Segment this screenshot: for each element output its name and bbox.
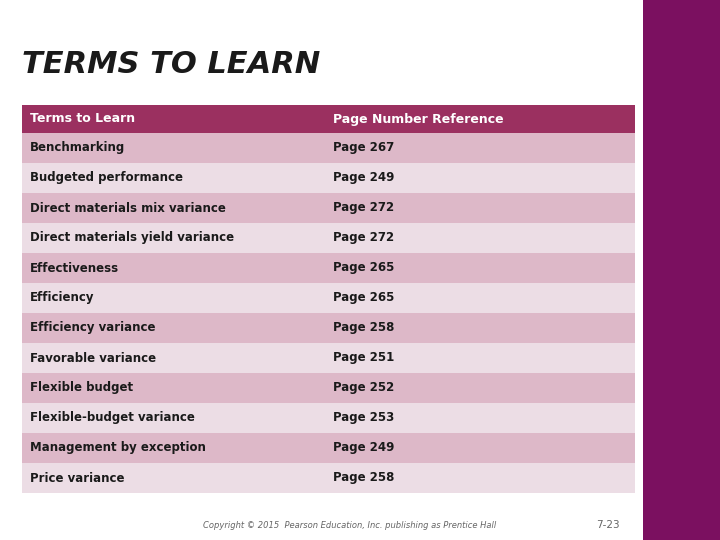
Text: TERMS TO LEARN: TERMS TO LEARN bbox=[22, 50, 320, 79]
Text: Effectiveness: Effectiveness bbox=[30, 261, 119, 274]
Text: Page 253: Page 253 bbox=[333, 411, 395, 424]
Text: Efficiency variance: Efficiency variance bbox=[30, 321, 156, 334]
Bar bbox=[22, 403, 635, 433]
Bar bbox=[22, 313, 635, 343]
Text: Copyright © 2015  Pearson Education, Inc. publishing as Prentice Hall: Copyright © 2015 Pearson Education, Inc.… bbox=[203, 521, 497, 530]
Text: 7-23: 7-23 bbox=[596, 520, 620, 530]
Bar bbox=[22, 373, 635, 403]
Text: Terms to Learn: Terms to Learn bbox=[30, 112, 135, 125]
Text: Direct materials yield variance: Direct materials yield variance bbox=[30, 232, 234, 245]
Bar bbox=[22, 105, 635, 133]
Bar bbox=[22, 433, 635, 463]
Text: Page 272: Page 272 bbox=[333, 232, 394, 245]
Text: Page 251: Page 251 bbox=[333, 352, 395, 365]
Text: Page 252: Page 252 bbox=[333, 381, 395, 395]
Bar bbox=[22, 193, 635, 223]
Bar bbox=[643, 0, 720, 540]
Text: Page 265: Page 265 bbox=[333, 261, 395, 274]
Bar bbox=[22, 283, 635, 313]
Text: Price variance: Price variance bbox=[30, 471, 125, 484]
Text: Page Number Reference: Page Number Reference bbox=[333, 112, 503, 125]
Text: Favorable variance: Favorable variance bbox=[30, 352, 156, 365]
Text: Efficiency: Efficiency bbox=[30, 292, 94, 305]
Text: Page 267: Page 267 bbox=[333, 141, 395, 154]
Text: Page 272: Page 272 bbox=[333, 201, 394, 214]
Text: Page 258: Page 258 bbox=[333, 471, 395, 484]
Bar bbox=[22, 163, 635, 193]
Bar bbox=[22, 463, 635, 493]
Text: Page 265: Page 265 bbox=[333, 292, 395, 305]
Text: Page 249: Page 249 bbox=[333, 442, 395, 455]
Bar bbox=[22, 253, 635, 283]
Text: Page 249: Page 249 bbox=[333, 172, 395, 185]
Text: Benchmarking: Benchmarking bbox=[30, 141, 125, 154]
Bar bbox=[22, 133, 635, 163]
Text: Direct materials mix variance: Direct materials mix variance bbox=[30, 201, 226, 214]
Text: Flexible budget: Flexible budget bbox=[30, 381, 133, 395]
Text: Management by exception: Management by exception bbox=[30, 442, 206, 455]
Text: Budgeted performance: Budgeted performance bbox=[30, 172, 183, 185]
Text: Flexible-budget variance: Flexible-budget variance bbox=[30, 411, 195, 424]
Text: Page 258: Page 258 bbox=[333, 321, 395, 334]
Bar bbox=[22, 343, 635, 373]
Bar bbox=[22, 223, 635, 253]
